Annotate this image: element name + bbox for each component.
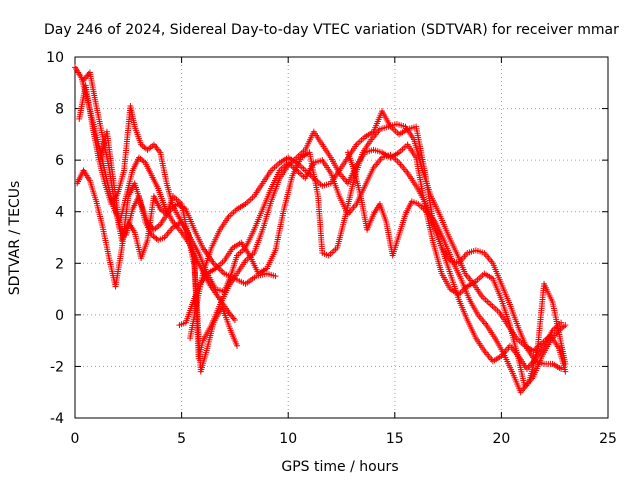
x-tick-label: 5 xyxy=(177,431,186,447)
y-tick-label: 8 xyxy=(55,102,64,118)
series-track-7 xyxy=(344,149,569,396)
data-points xyxy=(72,64,569,396)
data-point xyxy=(272,273,279,280)
chart-title: Day 246 of 2024, Sidereal Day-to-day VTE… xyxy=(44,22,619,38)
data-point xyxy=(562,368,569,375)
y-tick-label: 10 xyxy=(46,50,64,66)
x-tick-label: 20 xyxy=(492,431,510,447)
y-tick-label: -2 xyxy=(50,359,64,375)
series-track-8 xyxy=(80,69,241,375)
y-tick-label: 2 xyxy=(55,256,64,272)
axis-ticks: 0 5 10 15 20 25 -4 -2 0 2 4 6 8 10 xyxy=(46,50,617,447)
y-tick-label: -4 xyxy=(50,411,64,427)
x-tick-label: 25 xyxy=(599,431,617,447)
data-point xyxy=(231,317,238,324)
y-tick-label: 6 xyxy=(55,153,64,169)
plot-frame xyxy=(74,56,609,419)
data-point xyxy=(562,360,569,367)
y-tick-label: 4 xyxy=(55,205,64,221)
y-tick-label: 0 xyxy=(55,308,64,324)
x-tick-label: 15 xyxy=(386,431,404,447)
data-point xyxy=(562,322,569,329)
data-point xyxy=(558,319,565,326)
x-tick-label: 10 xyxy=(279,431,297,447)
x-axis-label: GPS time / hours xyxy=(281,459,398,475)
data-point xyxy=(234,342,241,349)
series-track-3 xyxy=(76,82,565,373)
y-axis-label: SDTVAR / TECUs xyxy=(7,181,23,296)
x-tick-label: 0 xyxy=(71,431,80,447)
